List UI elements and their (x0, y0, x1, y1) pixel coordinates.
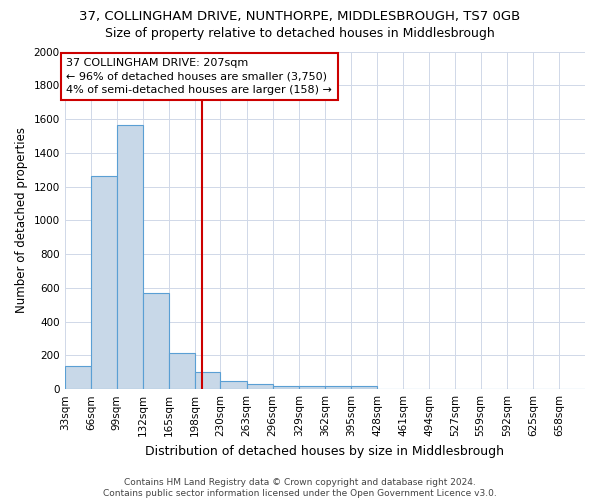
Bar (351, 386, 377, 389)
Bar (169, 353, 195, 389)
Bar (325, 386, 351, 389)
X-axis label: Distribution of detached houses by size in Middlesbrough: Distribution of detached houses by size … (145, 444, 505, 458)
Bar (220, 380, 247, 389)
Bar (272, 386, 299, 389)
Bar (195, 372, 220, 389)
Bar (247, 384, 272, 389)
Bar (143, 293, 169, 389)
Bar (91, 176, 117, 389)
Text: 37 COLLINGHAM DRIVE: 207sqm
← 96% of detached houses are smaller (3,750)
4% of s: 37 COLLINGHAM DRIVE: 207sqm ← 96% of det… (66, 58, 332, 94)
Bar (117, 125, 143, 389)
Bar (299, 386, 325, 389)
Bar (65, 366, 91, 389)
Y-axis label: Number of detached properties: Number of detached properties (15, 128, 28, 314)
Text: Size of property relative to detached houses in Middlesbrough: Size of property relative to detached ho… (105, 28, 495, 40)
Text: Contains HM Land Registry data © Crown copyright and database right 2024.
Contai: Contains HM Land Registry data © Crown c… (103, 478, 497, 498)
Text: 37, COLLINGHAM DRIVE, NUNTHORPE, MIDDLESBROUGH, TS7 0GB: 37, COLLINGHAM DRIVE, NUNTHORPE, MIDDLES… (79, 10, 521, 23)
